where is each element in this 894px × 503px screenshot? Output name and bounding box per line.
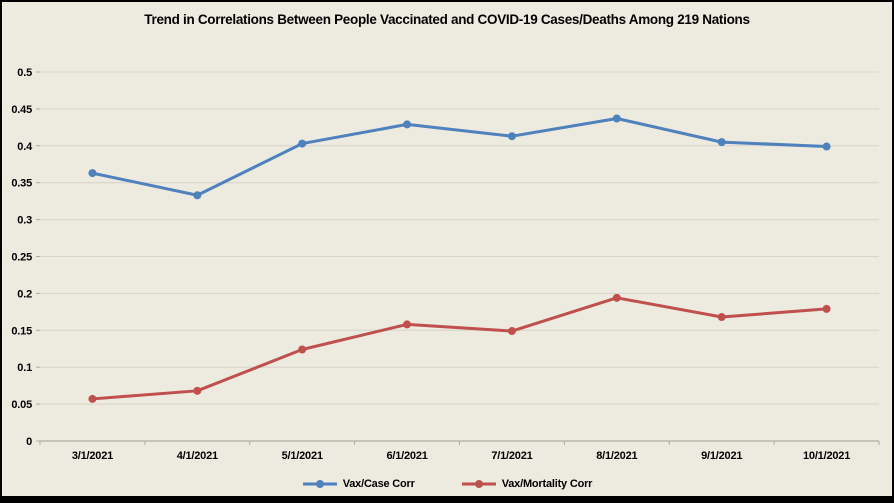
legend-line-marker-icon — [461, 480, 496, 488]
legend-line-marker-icon — [302, 480, 337, 488]
data-point-series-1[interactable] — [193, 386, 202, 395]
y-tick-label: 0.2 — [17, 288, 32, 300]
series-line-1 — [90, 296, 829, 401]
data-point-series-0[interactable] — [612, 114, 621, 123]
data-point-series-0[interactable] — [717, 138, 726, 147]
data-point-series-0[interactable] — [193, 191, 202, 200]
y-tick-label: 0.35 — [11, 178, 32, 190]
data-point-series-1[interactable] — [298, 345, 307, 354]
y-tick-label: 0.15 — [11, 325, 32, 337]
data-point-series-1[interactable] — [88, 394, 97, 403]
data-point-series-0[interactable] — [298, 139, 307, 148]
data-point-series-1[interactable] — [403, 320, 412, 329]
data-point-series-0[interactable] — [403, 120, 412, 129]
series-line-0 — [90, 116, 829, 197]
x-tick-label: 4/1/2021 — [177, 450, 218, 462]
chart-title: Trend in Correlations Between People Vac… — [144, 12, 750, 27]
line-chart-plot: 0 0.05 0.1 0.15 0.2 0.25 0.3 0.35 0.4 0.45 0.5 3/1/… — [11, 67, 880, 462]
data-point-series-1[interactable] — [507, 327, 516, 336]
x-tick-label: 3/1/2021 — [72, 450, 113, 462]
x-tick-label: 7/1/2021 — [491, 450, 532, 462]
x-tick-label: 10/1/2021 — [803, 450, 850, 462]
data-point-series-0[interactable] — [88, 169, 97, 178]
data-point-series-1[interactable] — [717, 313, 726, 322]
legend-swatch-marker — [474, 480, 483, 488]
data-point-series-0[interactable] — [822, 142, 831, 151]
y-tick-label: 0.3 — [17, 215, 32, 227]
y-tick-label: 0.5 — [17, 67, 32, 79]
chart-legend: Vax/Case Corr Vax/Mortality Corr — [2, 478, 892, 490]
y-tick-label: 0.25 — [11, 252, 32, 264]
y-tick-label: 0.1 — [17, 362, 32, 374]
y-tick-label: 0.4 — [17, 141, 33, 153]
x-tick-label: 9/1/2021 — [701, 450, 742, 462]
data-point-series-1[interactable] — [822, 304, 831, 313]
data-point-series-1[interactable] — [612, 293, 621, 302]
y-tick-label: 0.45 — [11, 104, 32, 116]
y-tick-label: 0 — [26, 436, 32, 448]
legend-label-vax-case-corr: Vax/Case Corr — [342, 478, 415, 490]
x-tick-label: 5/1/2021 — [282, 450, 323, 462]
legend-item-vax-case-corr[interactable]: Vax/Case Corr — [302, 478, 415, 490]
legend-swatch-marker — [315, 480, 324, 488]
x-tick-label: 6/1/2021 — [386, 450, 427, 462]
legend-label-vax-mortality-corr: Vax/Mortality Corr — [501, 478, 593, 490]
legend-item-vax-mortality-corr[interactable]: Vax/Mortality Corr — [461, 478, 593, 490]
data-point-series-0[interactable] — [507, 132, 516, 141]
x-tick-label: 8/1/2021 — [596, 450, 637, 462]
y-tick-label: 0.05 — [11, 399, 32, 411]
